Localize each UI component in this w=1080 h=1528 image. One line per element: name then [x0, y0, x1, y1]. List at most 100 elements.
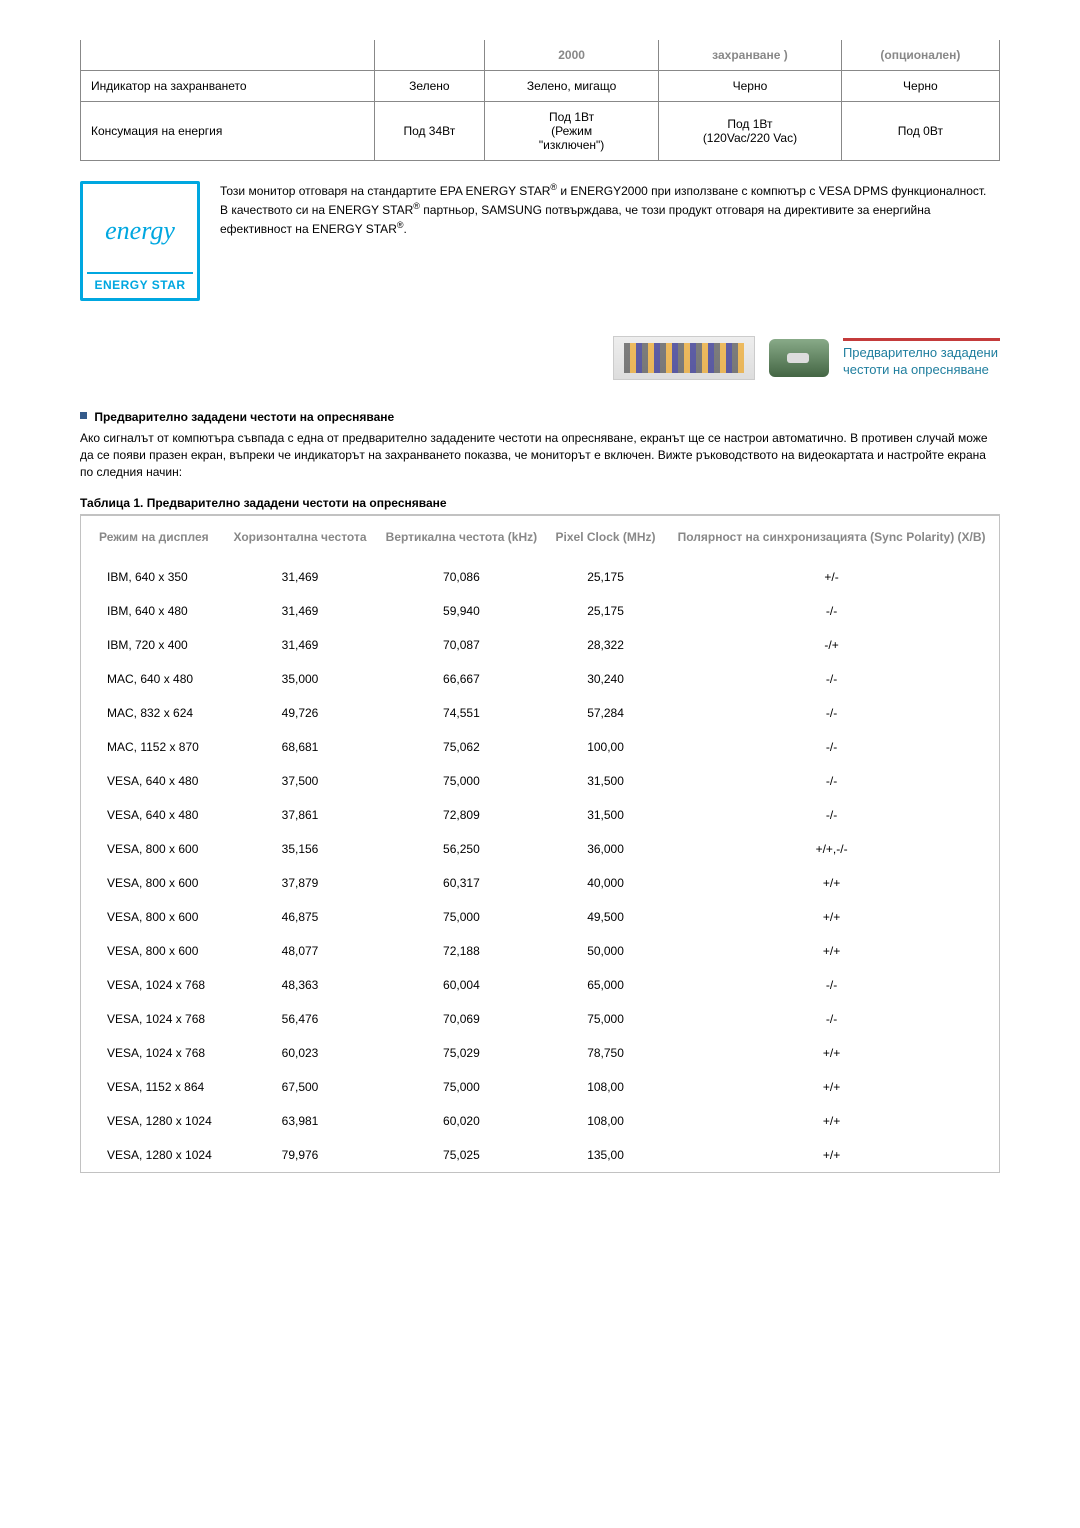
- preset-cell: 60,317: [376, 866, 547, 900]
- preset-cell: 75,025: [376, 1138, 547, 1172]
- preset-cell: VESA, 1280 x 1024: [81, 1104, 224, 1138]
- table2-caption: Таблица 1. Предварително зададени честот…: [80, 496, 1000, 510]
- banner-text: Предварително зададени честоти на опресн…: [843, 338, 1000, 379]
- preset-cell: +/+: [664, 1104, 999, 1138]
- preset-cell: -/-: [664, 594, 999, 628]
- cell: Зелено, мигащо: [485, 71, 659, 102]
- preset-cell: VESA, 800 x 600: [81, 934, 224, 968]
- col0: [81, 40, 375, 71]
- preset-table-row: VESA, 1280 x 102463,98160,020108,00+/+: [81, 1104, 999, 1138]
- preset-table-row: VESA, 800 x 60037,87960,31740,000+/+: [81, 866, 999, 900]
- th-h: Хоризонтална честота: [224, 516, 376, 560]
- preset-table-wrap: Режим на дисплея Хоризонтална честота Ве…: [80, 514, 1000, 1173]
- row-label: Индикатор на захранването: [81, 71, 375, 102]
- preset-table-row: IBM, 640 x 48031,46959,94025,175-/-: [81, 594, 999, 628]
- col1: [374, 40, 484, 71]
- es-p1b: и ENERGY2000 при използване с компютър с…: [557, 184, 986, 198]
- row-label: Консумация на енергия: [81, 102, 375, 161]
- section-marker-icon: [80, 412, 87, 419]
- preset-cell: 35,156: [224, 832, 376, 866]
- preset-cell: 72,809: [376, 798, 547, 832]
- preset-cell: 31,469: [224, 594, 376, 628]
- power-table-row: Индикатор на захранването Зелено Зелено,…: [81, 71, 1000, 102]
- preset-cell: IBM, 640 x 350: [81, 560, 224, 594]
- col4: (опционален): [841, 40, 999, 71]
- preset-cell: -/-: [664, 730, 999, 764]
- section-banner: Предварително зададени честоти на опресн…: [80, 336, 1000, 380]
- preset-cell: 30,240: [547, 662, 664, 696]
- preset-cell: 70,086: [376, 560, 547, 594]
- preset-cell: 37,861: [224, 798, 376, 832]
- preset-cell: 60,023: [224, 1036, 376, 1070]
- preset-cell: 49,726: [224, 696, 376, 730]
- cell: Под 0Вт: [841, 102, 999, 161]
- power-table-row: Консумация на енергия Под 34Вт Под 1Вт (…: [81, 102, 1000, 161]
- preset-cell: 56,250: [376, 832, 547, 866]
- preset-table-row: IBM, 720 x 40031,46970,08728,322-/+: [81, 628, 999, 662]
- preset-cell: +/+: [664, 1138, 999, 1172]
- preset-cell: IBM, 720 x 400: [81, 628, 224, 662]
- preset-table-row: VESA, 1024 x 76856,47670,06975,000-/-: [81, 1002, 999, 1036]
- section-title-text: Предварително зададени честоти на опресн…: [94, 410, 394, 424]
- preset-cell: VESA, 800 x 600: [81, 832, 224, 866]
- preset-cell: 31,500: [547, 798, 664, 832]
- cell: Черно: [659, 71, 842, 102]
- energy-star-text: Този монитор отговаря на стандартите EPA…: [220, 181, 1000, 237]
- preset-cell: 63,981: [224, 1104, 376, 1138]
- section-paragraph: Ако сигналът от компютъра съвпада с една…: [80, 430, 1000, 480]
- preset-table-row: MAC, 640 x 48035,00066,66730,240-/-: [81, 662, 999, 696]
- col2: 2000: [485, 40, 659, 71]
- preset-cell: 67,500: [224, 1070, 376, 1104]
- preset-cell: 100,00: [547, 730, 664, 764]
- power-table-header: 2000 захранване ) (опционален): [81, 40, 1000, 71]
- cell: Зелено: [374, 71, 484, 102]
- th-pc: Pixel Clock (MHz): [547, 516, 664, 560]
- preset-cell: -/-: [664, 1002, 999, 1036]
- es-p2c: .: [404, 222, 407, 236]
- preset-cell: 31,469: [224, 628, 376, 662]
- preset-cell: MAC, 640 x 480: [81, 662, 224, 696]
- preset-cell: 68,681: [224, 730, 376, 764]
- energy-star-logo: energy ENERGY STAR: [80, 181, 200, 301]
- preset-cell: VESA, 1152 x 864: [81, 1070, 224, 1104]
- col3: захранване ): [659, 40, 842, 71]
- cell: Под 1Вт (120Vac/220 Vac): [659, 102, 842, 161]
- preset-cell: 46,875: [224, 900, 376, 934]
- preset-cell: 57,284: [547, 696, 664, 730]
- preset-cell: 37,500: [224, 764, 376, 798]
- energy-star-script: energy: [87, 190, 193, 272]
- preset-cell: 74,551: [376, 696, 547, 730]
- preset-cell: 56,476: [224, 1002, 376, 1036]
- power-table: 2000 захранване ) (опционален) Индикатор…: [80, 40, 1000, 161]
- preset-cell: 135,00: [547, 1138, 664, 1172]
- preset-cell: +/+: [664, 934, 999, 968]
- preset-cell: 35,000: [224, 662, 376, 696]
- preset-cell: VESA, 1024 x 768: [81, 1002, 224, 1036]
- preset-cell: 25,175: [547, 560, 664, 594]
- preset-cell: 31,500: [547, 764, 664, 798]
- preset-cell: 25,175: [547, 594, 664, 628]
- preset-table-row: VESA, 640 x 48037,86172,80931,500-/-: [81, 798, 999, 832]
- preset-cell: 65,000: [547, 968, 664, 1002]
- preset-table-row: IBM, 640 x 35031,46970,08625,175+/-: [81, 560, 999, 594]
- preset-cell: VESA, 640 x 480: [81, 764, 224, 798]
- preset-table-row: VESA, 1024 x 76860,02375,02978,750+/+: [81, 1036, 999, 1070]
- preset-cell: +/+: [664, 1070, 999, 1104]
- preset-table-row: VESA, 1152 x 86467,50075,000108,00+/+: [81, 1070, 999, 1104]
- energy-star-block: energy ENERGY STAR Този монитор отговаря…: [80, 181, 1000, 301]
- reg-mark: ®: [397, 220, 404, 230]
- es-p2a: В качеството си на ENERGY STAR: [220, 203, 413, 217]
- preset-table-row: VESA, 1280 x 102479,97675,025135,00+/+: [81, 1138, 999, 1172]
- preset-table: Режим на дисплея Хоризонтална честота Ве…: [81, 516, 999, 1172]
- preset-cell: MAC, 832 x 624: [81, 696, 224, 730]
- preset-table-row: VESA, 640 x 48037,50075,00031,500-/-: [81, 764, 999, 798]
- preset-cell: 28,322: [547, 628, 664, 662]
- th-sp: Полярност на синхронизацията (Sync Polar…: [664, 516, 999, 560]
- preset-cell: 75,000: [376, 1070, 547, 1104]
- preset-cell: 108,00: [547, 1104, 664, 1138]
- preset-cell: VESA, 800 x 600: [81, 866, 224, 900]
- preset-cell: 70,069: [376, 1002, 547, 1036]
- preset-cell: 79,976: [224, 1138, 376, 1172]
- th-mode: Режим на дисплея: [81, 516, 224, 560]
- preset-cell: IBM, 640 x 480: [81, 594, 224, 628]
